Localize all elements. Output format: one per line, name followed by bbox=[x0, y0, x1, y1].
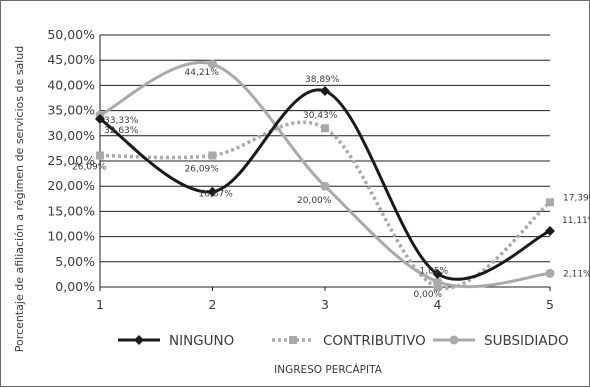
legend-marker-contributivo bbox=[289, 336, 297, 344]
data-label: 38,89% bbox=[305, 75, 340, 85]
y-tick-label: 45,00% bbox=[47, 52, 95, 67]
data-point-subsidiado bbox=[208, 59, 217, 69]
data-point-contributivo bbox=[208, 151, 217, 160]
y-tick-label: 25,00% bbox=[47, 153, 95, 168]
y-tick-label: 20,00% bbox=[47, 178, 95, 193]
y-tick-label: 0,00% bbox=[55, 279, 95, 294]
data-point-subsidiado bbox=[545, 268, 555, 278]
x-tick-label: 4 bbox=[434, 297, 442, 312]
legend-label-subsidiado: SUBSIDIADO bbox=[484, 333, 569, 349]
data-point-ninguno bbox=[432, 268, 443, 279]
data-label: 26,09% bbox=[185, 165, 220, 175]
y-tick-label: 35,00% bbox=[47, 103, 95, 118]
series-line-contributivo bbox=[99, 120, 552, 290]
x-tick-label: 2 bbox=[209, 297, 217, 312]
data-point-ninguno bbox=[320, 85, 330, 96]
legend-marker-ninguno bbox=[134, 335, 144, 345]
y-tick-label: 40,00% bbox=[47, 77, 95, 92]
data-label: 2,11% bbox=[563, 269, 590, 279]
data-point-ninguno bbox=[207, 186, 218, 197]
data-label: 33,33% bbox=[104, 116, 139, 126]
data-label: 32,63% bbox=[104, 126, 139, 136]
data-label: 1,05% bbox=[420, 267, 449, 277]
data-label: 44,21% bbox=[185, 68, 220, 78]
legend-marker-subsidiado bbox=[449, 335, 459, 345]
data-label: 11,11% bbox=[562, 216, 590, 226]
data-label: 20,00% bbox=[297, 196, 332, 206]
data-label: 16,67% bbox=[199, 190, 234, 200]
data-point-ninguno bbox=[95, 114, 105, 125]
data-label: 30,43% bbox=[303, 111, 338, 121]
y-tick-label: 15,00% bbox=[47, 203, 95, 218]
x-tick-label: 1 bbox=[96, 297, 104, 312]
y-axis-label: Porcentaje de afiliación a régimen de se… bbox=[13, 46, 26, 352]
data-point-subsidiado bbox=[320, 181, 330, 191]
data-label: 0,00% bbox=[414, 290, 443, 300]
data-point-contributivo bbox=[546, 198, 554, 207]
data-point-contributivo bbox=[321, 124, 329, 133]
data-point-contributivo bbox=[433, 283, 442, 291]
x-tick-label: 3 bbox=[321, 297, 329, 312]
data-label: 17,39% bbox=[563, 193, 590, 203]
legend-label-contributivo: CONTRIBUTIVO bbox=[323, 333, 426, 349]
x-tick-label: 5 bbox=[546, 297, 554, 312]
y-tick-label: 10,00% bbox=[47, 229, 95, 244]
y-tick-label: 50,00% bbox=[47, 27, 95, 42]
data-point-contributivo bbox=[96, 151, 104, 160]
legend-label-ninguno: NINGUNO bbox=[169, 333, 234, 349]
y-tick-label: 30,00% bbox=[47, 128, 95, 143]
data-label: 26,09% bbox=[72, 163, 107, 173]
data-point-ninguno bbox=[545, 226, 555, 237]
x-axis-label: INGRESO PERCÁPITA bbox=[274, 363, 383, 376]
y-tick-label: 5,00% bbox=[55, 254, 95, 269]
